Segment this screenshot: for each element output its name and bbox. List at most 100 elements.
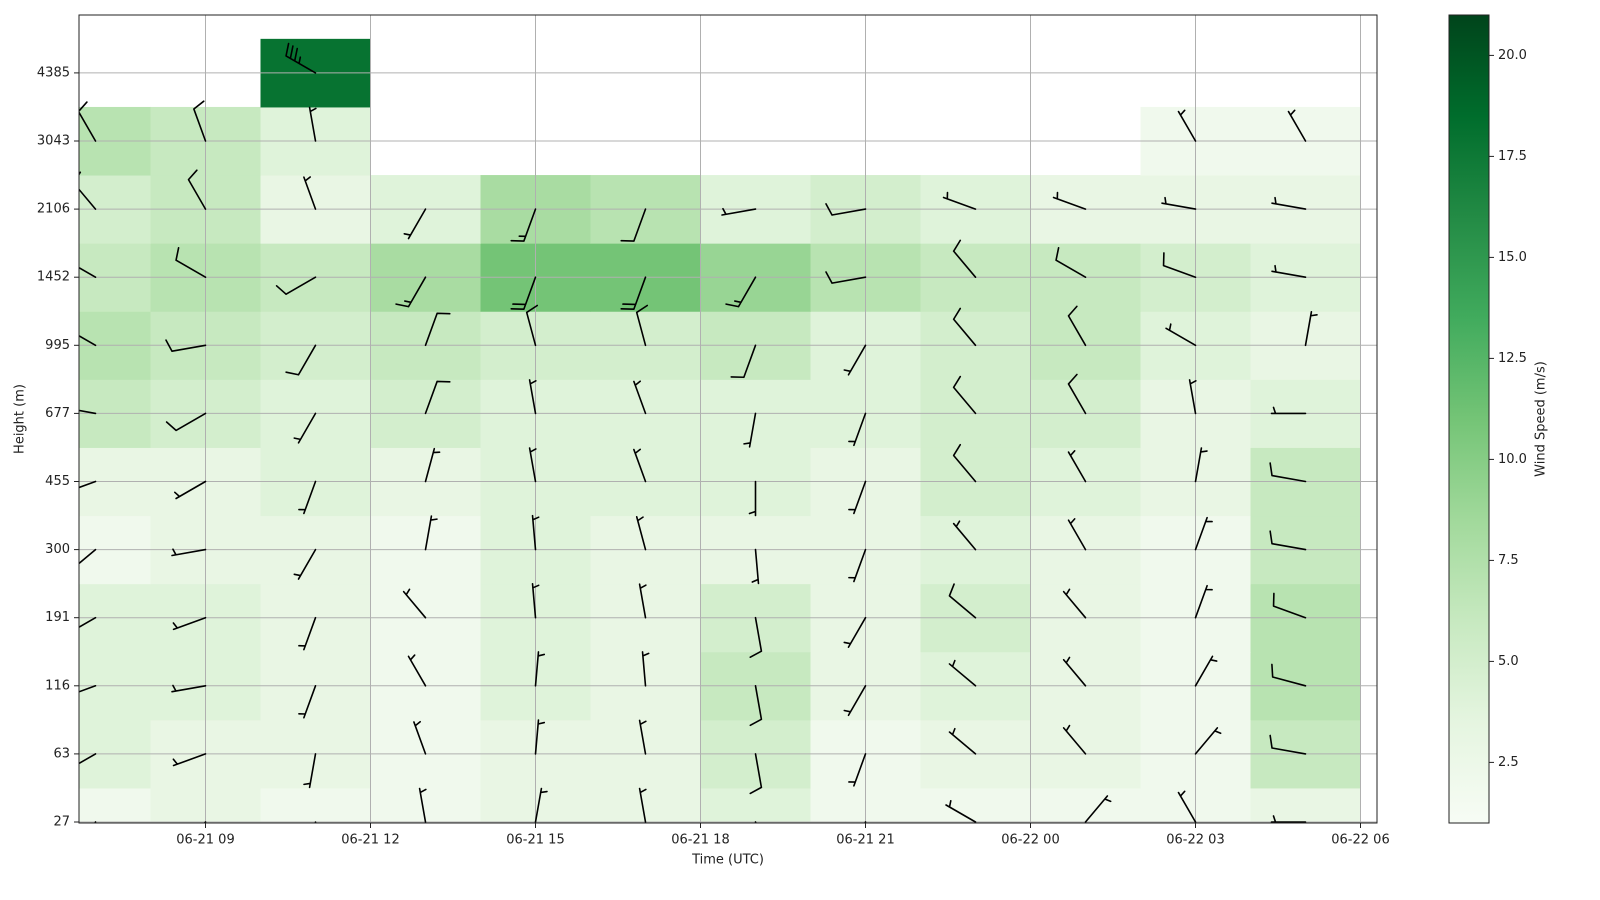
wind-barb xyxy=(1287,109,1307,142)
wind-barb xyxy=(1165,323,1197,347)
x-tick-label: 06-21 18 xyxy=(671,833,729,848)
colorbar-tick-label: 7.5 xyxy=(1498,553,1519,568)
wind-barb xyxy=(165,339,207,353)
y-tick-label: 116 xyxy=(45,678,70,693)
wind-barb xyxy=(620,276,647,310)
wind-barb xyxy=(1269,734,1307,755)
x-tick-label: 06-22 06 xyxy=(1331,833,1389,848)
wind-barb xyxy=(620,208,647,242)
wind-barb xyxy=(187,169,207,210)
wind-barb xyxy=(825,271,867,284)
wind-barb xyxy=(1055,247,1087,278)
colorbar-tick-label: 20.0 xyxy=(1498,48,1527,63)
wind-barbs xyxy=(79,42,1318,823)
wind-barb xyxy=(193,100,207,142)
y-tick-label: 455 xyxy=(45,474,70,489)
grid xyxy=(79,15,1377,823)
wind-barb xyxy=(1270,815,1307,823)
wind-barb xyxy=(510,208,537,242)
x-tick-label: 06-21 21 xyxy=(836,833,894,848)
wind-barb xyxy=(1188,379,1197,415)
y-tick-label: 3043 xyxy=(37,134,70,149)
wind-barb xyxy=(172,753,207,767)
wind-barb xyxy=(635,515,647,551)
wind-barb xyxy=(175,247,207,278)
wind-barb xyxy=(1194,584,1213,619)
wind-barb xyxy=(285,344,317,376)
wind-barb xyxy=(635,304,649,347)
wind-barb xyxy=(303,176,317,210)
wind-barb xyxy=(948,727,977,755)
wind-barb xyxy=(721,207,757,216)
wind-barb xyxy=(395,276,427,308)
colorbar-tick-label: 2.5 xyxy=(1498,755,1519,770)
plot-frame xyxy=(78,14,1378,824)
wind-barb xyxy=(79,334,97,347)
wind-barb xyxy=(424,312,451,347)
wind-barb xyxy=(1271,663,1307,687)
heat-cell xyxy=(260,787,371,823)
wind-barb xyxy=(1067,305,1087,347)
wind-barb xyxy=(725,276,757,308)
heat-cell xyxy=(79,787,151,823)
wind-barb xyxy=(293,412,317,444)
wind-barb xyxy=(298,480,317,515)
wind-barb xyxy=(942,191,977,210)
wind-barb xyxy=(79,753,97,765)
wind-barb xyxy=(79,548,97,565)
wind-barb xyxy=(79,616,97,629)
wind-barb xyxy=(945,800,977,823)
wind-barb xyxy=(848,753,867,787)
wind-barb xyxy=(638,719,647,755)
wind-barb xyxy=(754,821,757,823)
y-tick-label: 191 xyxy=(45,610,70,625)
wind-barb xyxy=(413,720,427,755)
wind-barb xyxy=(79,409,97,415)
wind-barb xyxy=(534,651,546,687)
wind-barb xyxy=(1067,449,1087,483)
wind-barb xyxy=(165,412,207,432)
wind-barb xyxy=(79,101,97,142)
wind-barb xyxy=(534,719,546,755)
y-tick-label: 63 xyxy=(53,746,70,761)
y-tick-label: 2106 xyxy=(37,202,70,217)
wind-barb xyxy=(749,753,763,795)
wind-barb xyxy=(510,276,537,310)
wind-barb xyxy=(1062,724,1087,755)
wind-barb xyxy=(638,583,647,619)
wind-barb xyxy=(424,515,438,551)
wind-barb xyxy=(1084,795,1112,823)
wind-barb xyxy=(528,379,537,415)
wind-barb xyxy=(531,583,540,619)
wind-barb xyxy=(1162,252,1197,278)
x-axis-label: Time (UTC) xyxy=(691,853,764,868)
wind-barb xyxy=(79,266,97,278)
wind-barb xyxy=(314,821,317,823)
x-tick-label: 06-22 03 xyxy=(1166,833,1224,848)
wind-barb xyxy=(749,685,763,727)
wind-barb xyxy=(751,548,760,585)
y-tick-label: 1452 xyxy=(37,270,70,285)
x-tick-label: 06-22 00 xyxy=(1001,833,1059,848)
y-tick-label: 677 xyxy=(45,406,70,421)
wind-barb xyxy=(843,616,867,648)
wind-barb xyxy=(641,651,650,687)
colorbar-tick-label: 5.0 xyxy=(1498,654,1519,669)
wind-barb xyxy=(298,685,317,719)
heat-cell xyxy=(1030,787,1141,823)
wind-barb xyxy=(79,480,97,489)
heat-cell xyxy=(590,787,701,823)
wind-barb xyxy=(1161,196,1197,210)
wind-barb xyxy=(1194,447,1208,483)
wind-barb xyxy=(528,447,537,483)
wind-barb xyxy=(1177,790,1197,823)
colorbar-tick-label: 15.0 xyxy=(1498,250,1527,265)
y-tick-label: 4385 xyxy=(37,65,70,80)
wind-barb xyxy=(1194,516,1213,551)
colorbar xyxy=(1448,14,1490,824)
wind-barb xyxy=(633,448,647,483)
wind-barb xyxy=(1067,373,1087,415)
wind-barb xyxy=(531,514,540,551)
